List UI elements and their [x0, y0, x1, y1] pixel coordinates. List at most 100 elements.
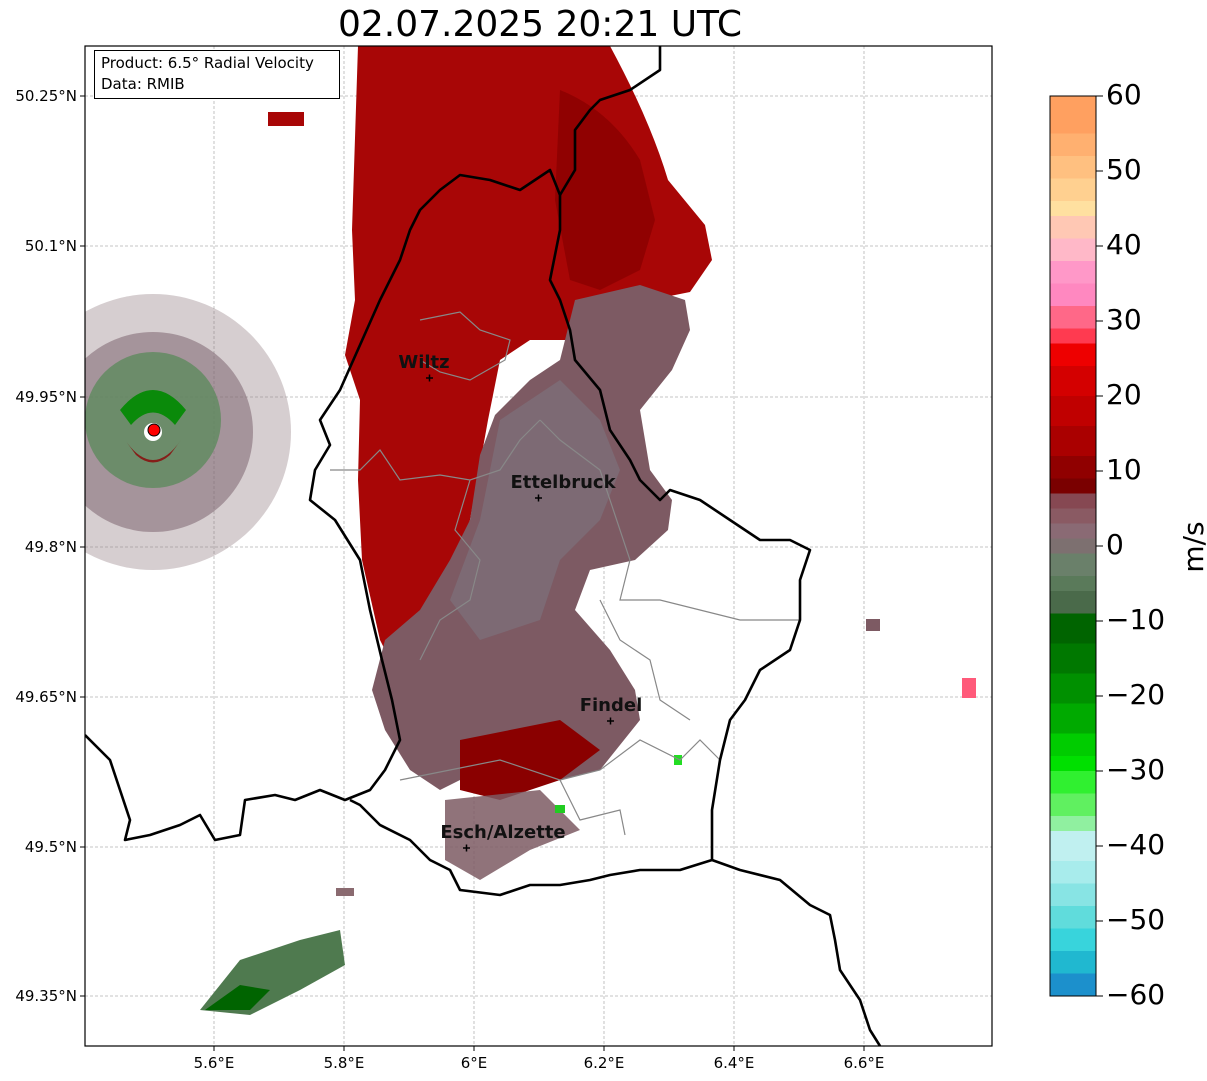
city-label-ettelbruck: Ettelbruck [510, 472, 616, 493]
velocity-field-southwest-core [205, 985, 270, 1010]
isolated-echo [555, 805, 565, 813]
lat-tick-label: 49.95°N [15, 388, 77, 406]
city-marker-wiltz [426, 374, 433, 382]
colorbar-band [1050, 906, 1096, 929]
colorbar-tick-label: −30 [1106, 753, 1165, 786]
canton-boundaries [330, 311, 800, 836]
colorbar-band [1050, 478, 1096, 494]
colorbar-tick-label: −20 [1106, 678, 1165, 711]
colorbar-band [1050, 733, 1096, 757]
colorbar-band [1050, 396, 1096, 427]
colorbar-band [1050, 426, 1096, 457]
lon-tick-label: 6.6°E [844, 1054, 885, 1072]
colorbar-label: m/s [1177, 521, 1207, 572]
lat-tick-label: 49.8°N [25, 538, 77, 556]
radar-site-marker [147, 423, 161, 437]
colorbar-band [1050, 831, 1096, 862]
colorbar-band [1050, 793, 1096, 817]
isolated-echo [336, 888, 354, 896]
colorbar-band [1050, 883, 1096, 907]
colorbar-band [1050, 283, 1096, 307]
colorbar-tick-label: −10 [1106, 603, 1165, 636]
data-source-text: Data: RMIB [101, 75, 185, 93]
city-marker-findel [607, 717, 614, 725]
isolated-echo [962, 678, 976, 698]
isolated-echo [866, 619, 880, 631]
colorbar-band [1050, 178, 1096, 202]
colorbar-bands [1050, 96, 1096, 997]
isolated-echo [268, 112, 304, 126]
colorbar-band [1050, 576, 1096, 592]
colorbar-band [1050, 673, 1096, 704]
colorbar-tick-label: −50 [1106, 903, 1165, 936]
colorbar-band [1050, 643, 1096, 674]
colorbar-band [1050, 951, 1096, 974]
tick-marks [80, 95, 865, 1051]
colorbar-tick-label: 40 [1106, 228, 1142, 261]
country-borders [85, 46, 882, 1046]
colorbar-tick-label: 60 [1106, 78, 1142, 111]
velocity-field-south-mauve [445, 790, 580, 880]
colorbar-band [1050, 96, 1096, 134]
colorbar-tick-label: −40 [1106, 828, 1165, 861]
lat-tick-label: 50.25°N [15, 87, 77, 105]
lat-tick-label: 49.65°N [15, 688, 77, 706]
lon-tick-label: 5.6°E [194, 1054, 235, 1072]
colorbar-band [1050, 538, 1096, 554]
lat-tick-label: 49.35°N [15, 987, 77, 1005]
colorbar-band [1050, 201, 1096, 217]
colorbar-band [1050, 928, 1096, 952]
city-label-esch: Esch/Alzette [440, 822, 565, 843]
colorbar-band [1050, 306, 1096, 329]
colorbar-band [1050, 756, 1096, 772]
city-marker-esch [463, 844, 470, 852]
colorbar-tick-label: 30 [1106, 303, 1142, 336]
lon-tick-label: 6°E [461, 1054, 488, 1072]
colorbar-band [1050, 613, 1096, 644]
city-marker-ettelbruck [535, 494, 542, 502]
colorbar-tick-label: 20 [1106, 378, 1142, 411]
colorbar-band [1050, 238, 1096, 262]
lat-tick-label: 49.5°N [25, 838, 77, 856]
lon-tick-label: 5.8°E [324, 1054, 365, 1072]
product-info-box: Product: 6.5° Radial Velocity Data: RMIB [94, 50, 340, 99]
city-label-findel: Findel [580, 695, 643, 716]
isolated-echo [674, 755, 682, 765]
colorbar-band [1050, 553, 1096, 577]
lon-tick-label: 6.4°E [714, 1054, 755, 1072]
lon-tick-label: 6.2°E [584, 1054, 625, 1072]
map-axes-frame [84, 45, 993, 1047]
city-markers [426, 374, 614, 852]
colorbar-band [1050, 328, 1096, 344]
colorbar-band [1050, 133, 1096, 157]
lat-tick-label: 50.1°N [25, 237, 77, 255]
product-text: Product: 6.5° Radial Velocity [101, 54, 314, 72]
colorbar-tick-label: −60 [1106, 978, 1165, 1011]
colorbar-band [1050, 861, 1096, 884]
map-title: 02.07.2025 20:21 UTC [337, 4, 743, 45]
velocity-field-south [460, 720, 600, 800]
colorbar-band [1050, 456, 1096, 479]
colorbar-band [1050, 156, 1096, 179]
colorbar-tick-label: 10 [1106, 453, 1142, 486]
city-label-wiltz: Wiltz [398, 352, 449, 373]
colorbar-band [1050, 816, 1096, 832]
colorbar-band [1050, 771, 1096, 794]
colorbar-band [1050, 508, 1096, 524]
colorbar-tick-label: 0 [1106, 528, 1124, 561]
colorbar-band [1050, 343, 1096, 367]
colorbar-band [1050, 216, 1096, 239]
velocity-field-zero-core [450, 380, 620, 640]
colorbar-band [1050, 703, 1096, 734]
colorbar-tick-label: 50 [1106, 153, 1142, 186]
colorbar-band [1050, 366, 1096, 397]
colorbar-ticks: 60 50 40 30 20 10 0 −10 −20 −30 −40 −50 −60 [1096, 78, 1165, 1011]
colorbar-band [1050, 261, 1096, 284]
colorbar-band [1050, 523, 1096, 539]
colorbar-band [1050, 591, 1096, 614]
colorbar-band [1050, 493, 1096, 509]
velocity-field-core [555, 90, 655, 290]
colorbar-band [1050, 973, 1096, 997]
